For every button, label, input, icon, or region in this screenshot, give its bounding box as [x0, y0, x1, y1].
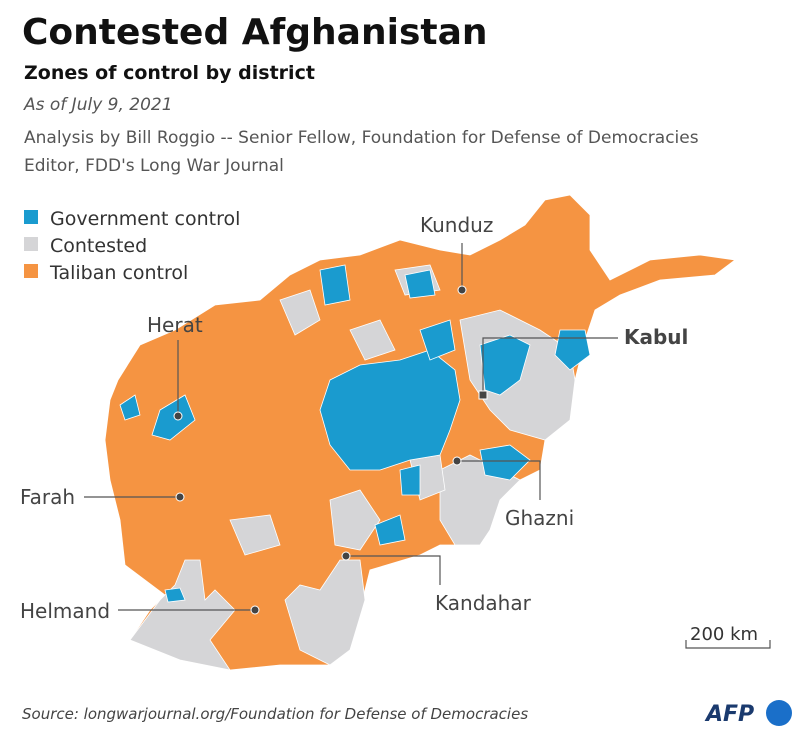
government-area	[319, 264, 351, 306]
government-area	[164, 587, 186, 603]
city-label: Helmand	[20, 599, 110, 623]
leader-line	[346, 555, 441, 585]
city-dot	[457, 285, 467, 295]
contested-area	[129, 559, 236, 671]
government-area	[404, 269, 436, 299]
contested-area	[329, 489, 381, 551]
government-area	[479, 444, 531, 481]
city-dot	[173, 411, 183, 421]
country-map	[104, 194, 737, 671]
scale-bar	[685, 640, 771, 649]
legend-label: Government control	[50, 208, 240, 230]
subtitle: Zones of control by district	[24, 62, 315, 84]
legend-label: Taliban control	[49, 262, 188, 284]
city-dot	[341, 551, 351, 561]
city-dot	[452, 456, 462, 466]
city-label: Kandahar	[435, 591, 532, 615]
city-label: Ghazni	[505, 506, 574, 530]
title: Contested Afghanistan	[22, 12, 488, 53]
city-label: Kabul	[624, 325, 688, 349]
contested-area	[349, 319, 396, 361]
analysis-line: Editor, FDD's Long War Journal	[24, 156, 284, 176]
government-area	[151, 394, 196, 441]
legend-swatch	[24, 264, 38, 278]
contested-area	[279, 289, 321, 336]
city-label: Kunduz	[420, 213, 493, 237]
government-area	[419, 319, 456, 361]
city-label: Farah	[20, 485, 75, 509]
legend-swatch	[24, 237, 38, 251]
contested-area	[284, 559, 366, 666]
legend-label: Contested	[50, 235, 147, 257]
legend: Government control Contested Taliban con…	[24, 208, 240, 284]
leader-line	[457, 460, 541, 500]
city-dot	[250, 605, 260, 615]
source: Source: longwarjournal.org/Foundation fo…	[22, 705, 528, 723]
contested-area	[229, 514, 281, 556]
government-area	[399, 464, 421, 496]
city-marker	[478, 390, 488, 400]
leader-line	[482, 337, 618, 395]
scale-label: 200 km	[690, 624, 758, 645]
city-label: Herat	[147, 313, 203, 337]
legend-swatch	[24, 210, 38, 224]
analysis-line: Analysis by Bill Roggio -- Senior Fellow…	[24, 128, 699, 148]
logo: AFP	[704, 702, 754, 727]
logo-mark	[766, 700, 792, 726]
government-area	[319, 349, 461, 471]
government-area	[374, 514, 406, 546]
date: As of July 9, 2021	[23, 95, 173, 115]
city-markers: Kunduz Kabul Herat Farah Ghazni Kandahar…	[20, 213, 688, 623]
city-dot	[175, 492, 185, 502]
government-area	[119, 394, 141, 421]
government-area	[554, 329, 591, 371]
government-area	[479, 334, 531, 396]
